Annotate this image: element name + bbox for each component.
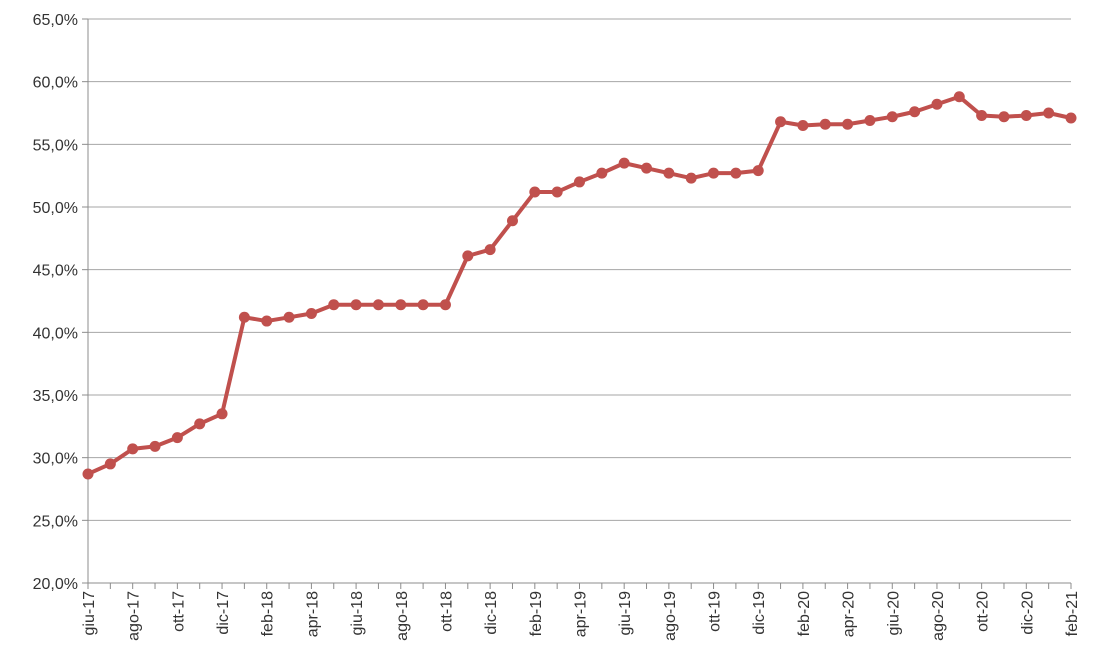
y-tick-label: 30,0% [33, 451, 78, 468]
x-tick-label: feb-20 [796, 591, 813, 636]
x-tick-label: ago-19 [662, 591, 679, 641]
data-point [283, 311, 295, 323]
data-point [171, 432, 183, 444]
x-tick-label: ott-17 [170, 591, 187, 632]
gridlines [88, 18, 1071, 521]
y-tick-label: 40,0% [33, 325, 78, 342]
data-point [775, 116, 787, 128]
data-point [886, 111, 898, 123]
data-point [372, 299, 384, 311]
data-point [1020, 110, 1032, 122]
data-point [216, 408, 228, 420]
x-tick-label: ago-17 [126, 591, 143, 641]
data-point [417, 299, 429, 311]
series-line [86, 94, 1073, 476]
x-tick-label: dic-19 [751, 591, 768, 635]
x-tick-label: ott-18 [438, 591, 455, 632]
x-tick-label: giu-18 [349, 591, 366, 636]
data-point [127, 443, 139, 455]
x-tick-label: apr-20 [841, 591, 858, 637]
data-point [104, 458, 116, 470]
data-point [819, 118, 831, 130]
data-point [484, 244, 496, 256]
data-point [641, 162, 653, 174]
data-point [305, 308, 317, 320]
x-tick-label: dic-18 [483, 591, 500, 635]
y-tick-label: 55,0% [33, 137, 78, 154]
y-tick-label: 65,0% [33, 12, 78, 29]
data-point [82, 468, 94, 480]
x-tick-label: apr-19 [573, 591, 590, 637]
data-point [1043, 107, 1055, 119]
data-point [149, 440, 161, 452]
y-tick-label: 45,0% [33, 263, 78, 280]
data-point [618, 157, 630, 169]
y-tick-label: 20,0% [33, 576, 78, 593]
data-point [462, 250, 474, 262]
data-point [663, 167, 675, 179]
data-point [953, 91, 965, 103]
data-point [439, 299, 451, 311]
y-tick-label: 50,0% [33, 200, 78, 217]
data-point [574, 176, 585, 188]
data-point [1065, 112, 1077, 124]
data-point [998, 111, 1010, 123]
data-point [797, 120, 809, 132]
data-point [261, 315, 273, 327]
data-point [752, 165, 764, 177]
x-tick-label: ott-19 [707, 591, 724, 632]
data-point [395, 299, 407, 311]
axes [82, 18, 1072, 589]
x-tick-label: dic-17 [215, 591, 232, 635]
data-point [529, 186, 541, 198]
x-tick-label: dic-20 [1019, 591, 1036, 635]
data-point [864, 115, 876, 127]
data-point [909, 106, 921, 118]
x-tick-label: ago-18 [394, 591, 411, 641]
series-layer [82, 91, 1077, 480]
x-tick-label: feb-19 [528, 591, 545, 636]
x-tick-label: giu-20 [885, 591, 902, 636]
data-point [328, 299, 340, 311]
data-point [842, 118, 854, 130]
y-axis-tick-labels: 20,0% 25,0% 30,0% 35,0% 40,0% 45,0% 50,0% 55,0%… [33, 12, 78, 593]
data-point [976, 110, 988, 122]
y-tick-label: 35,0% [33, 388, 78, 405]
y-tick-label: 60,0% [33, 75, 78, 92]
x-tick-label: feb-18 [260, 591, 277, 636]
x-tick-label: ott-20 [975, 591, 992, 632]
x-tick-label: apr-18 [304, 591, 321, 637]
data-point [596, 167, 608, 179]
data-point [730, 167, 742, 179]
x-axis-tick-labels: giu-17 ago-17 ott-17 dic-17 feb-18 apr-18 giu-… [81, 591, 1081, 641]
data-point [238, 311, 250, 323]
data-point [931, 98, 943, 110]
x-tick-label: giu-17 [81, 591, 98, 636]
x-tick-label: ago-20 [930, 591, 947, 641]
data-point [708, 167, 720, 179]
x-tick-label: feb-21 [1064, 591, 1081, 636]
x-tick-label: giu-19 [617, 591, 634, 636]
y-tick-label: 25,0% [33, 513, 78, 530]
data-point [350, 299, 362, 311]
data-point [551, 186, 563, 198]
data-point [506, 215, 518, 227]
data-point [685, 172, 697, 184]
data-point [194, 418, 206, 430]
